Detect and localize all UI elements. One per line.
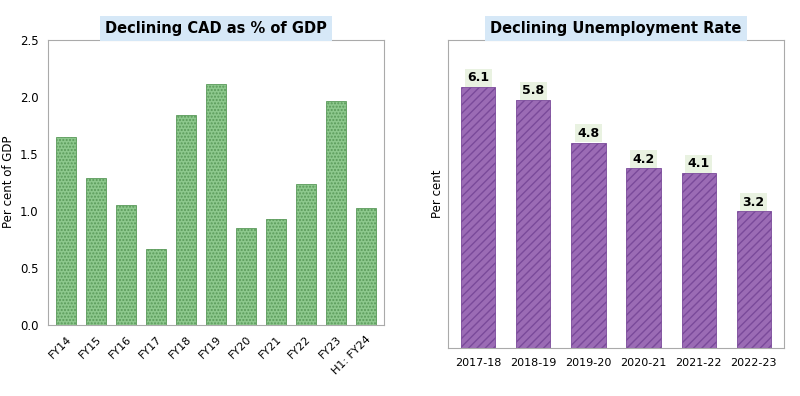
Bar xyxy=(326,101,346,325)
Y-axis label: Per cent of GDP: Per cent of GDP xyxy=(2,136,15,228)
Bar xyxy=(86,177,106,325)
Bar xyxy=(56,137,76,325)
Bar xyxy=(296,185,316,325)
Text: 4.8: 4.8 xyxy=(578,127,599,140)
Text: 4.2: 4.2 xyxy=(633,153,654,166)
Bar xyxy=(266,219,286,325)
Bar xyxy=(146,249,166,325)
Bar xyxy=(571,143,606,348)
Bar xyxy=(176,115,196,325)
Title: Declining CAD as % of GDP: Declining CAD as % of GDP xyxy=(105,21,327,36)
Bar xyxy=(116,205,136,325)
Text: 5.8: 5.8 xyxy=(522,84,545,97)
Title: Declining Unemployment Rate: Declining Unemployment Rate xyxy=(490,21,742,36)
Text: 4.1: 4.1 xyxy=(687,157,710,170)
Bar xyxy=(737,211,770,348)
Bar xyxy=(236,228,256,325)
Bar xyxy=(206,84,226,325)
Text: 6.1: 6.1 xyxy=(467,71,490,84)
Y-axis label: Per cent: Per cent xyxy=(431,170,444,218)
Text: 3.2: 3.2 xyxy=(742,196,765,209)
Bar xyxy=(356,208,376,325)
Bar xyxy=(516,100,550,348)
Bar xyxy=(682,173,716,348)
Bar xyxy=(626,168,661,348)
Bar xyxy=(462,87,495,348)
